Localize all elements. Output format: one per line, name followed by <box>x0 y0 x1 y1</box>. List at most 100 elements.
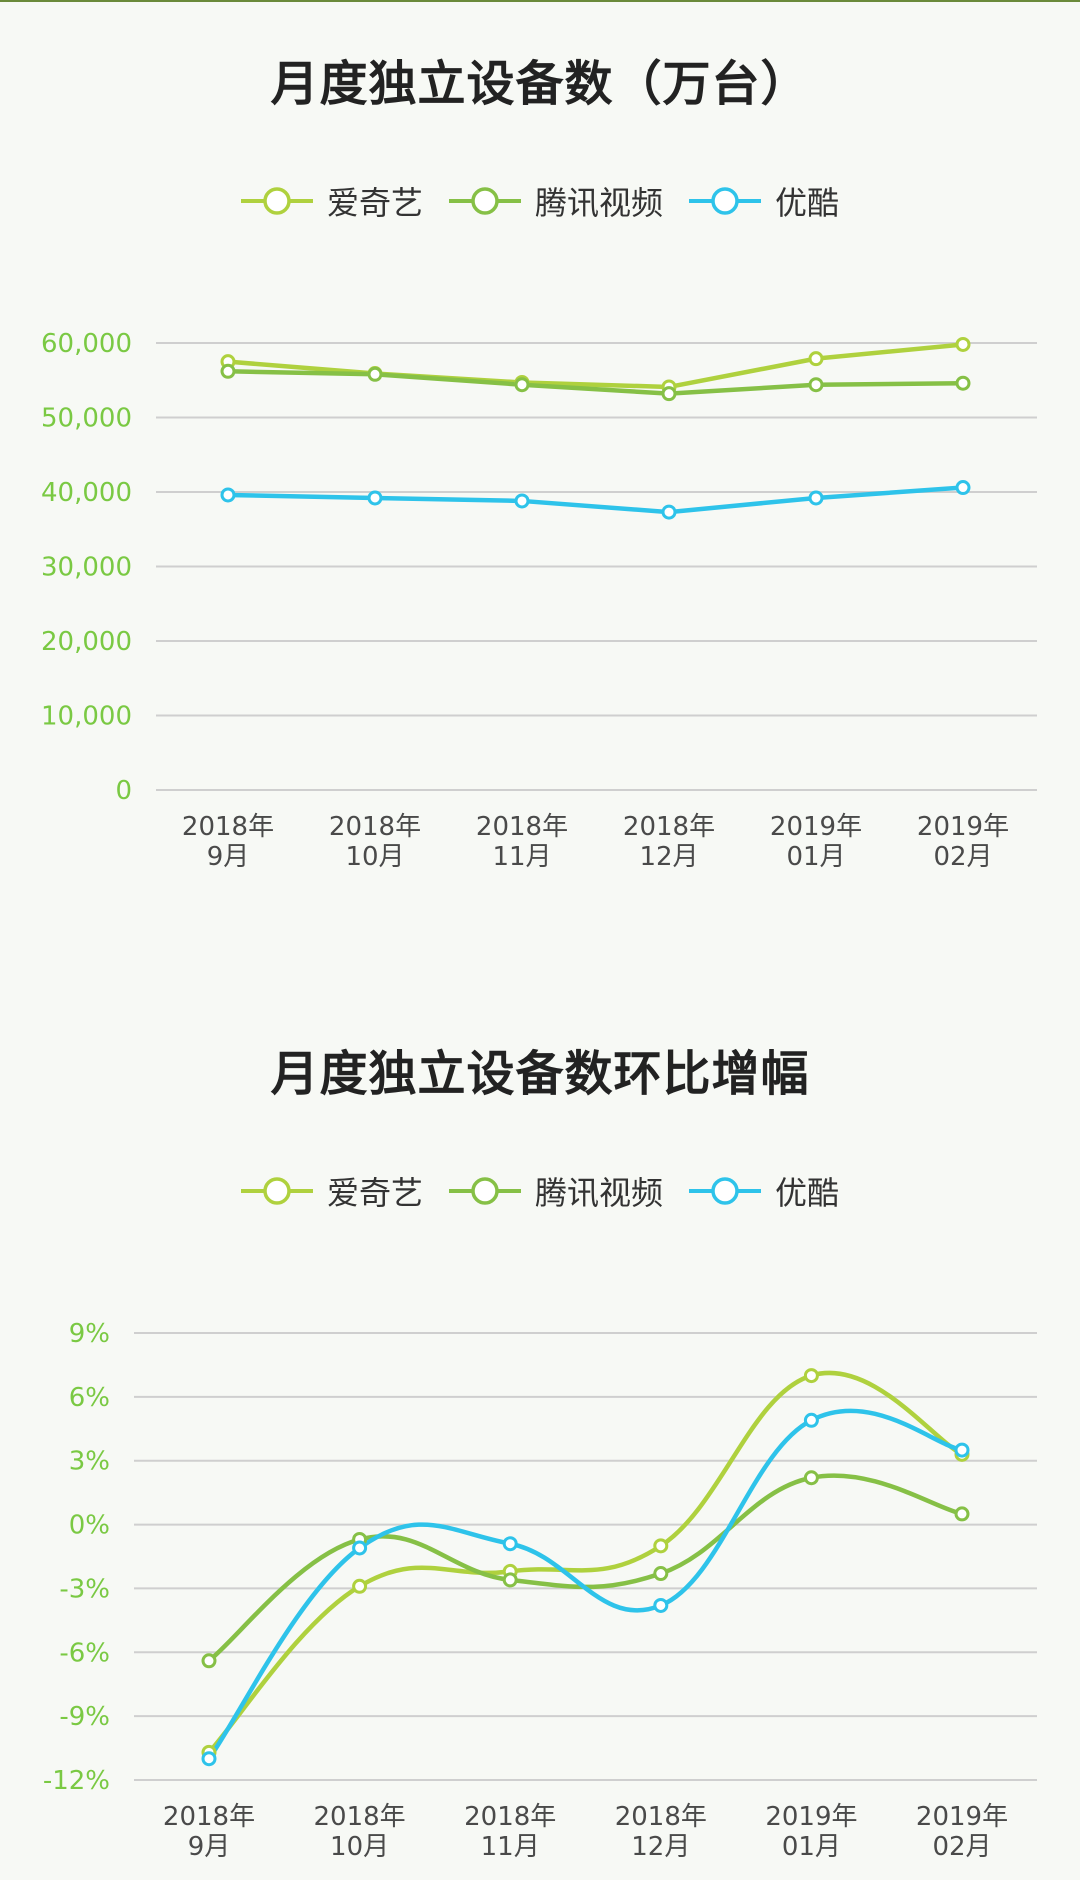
legend-marker <box>711 1177 739 1205</box>
y-tick-label: -3% <box>59 1574 110 1604</box>
x-tick-label: 01月 <box>786 842 845 872</box>
legend-item-youku[interactable]: 优酷 <box>689 1168 839 1214</box>
legend-label: 爱奇艺 <box>326 184 423 222</box>
x-tick-label: 01月 <box>782 1832 841 1862</box>
legend-label: 腾讯视频 <box>534 1174 663 1212</box>
data-point <box>808 351 824 367</box>
legend-label: 优酷 <box>775 184 840 222</box>
circle-line-icon <box>448 187 521 215</box>
data-point <box>653 1566 669 1582</box>
series-line <box>206 1370 965 1755</box>
y-tick-label: 3% <box>69 1447 110 1477</box>
x-tick-label: 2019年 <box>770 812 862 842</box>
y-tick-label: -12% <box>43 1766 110 1796</box>
y-tick-label: 20,000 <box>41 627 132 657</box>
data-point <box>514 493 530 509</box>
x-tick-label: 2019年 <box>916 1802 1008 1832</box>
y-tick-label: 0% <box>69 1511 110 1541</box>
legend-item-tencent[interactable]: 腾讯视频 <box>448 1168 663 1214</box>
chart-growth-rate: 月度独立设备数环比增幅 爱奇艺 腾讯视频 优酷 -12% -9% -6% -3% 0% 3… <box>0 990 1080 1880</box>
x-tick-label: 2019年 <box>917 812 1009 842</box>
data-point <box>653 1538 669 1554</box>
x-tick-label: 02月 <box>932 1832 991 1862</box>
x-tick-label: 2018年 <box>329 812 421 842</box>
legend-item-tencent[interactable]: 腾讯视频 <box>448 178 663 224</box>
legend-item-iqiyi[interactable]: 爱奇艺 <box>240 1168 423 1214</box>
data-point <box>352 1578 368 1594</box>
y-tick-label: 9% <box>69 1319 110 1349</box>
data-point <box>803 1368 819 1384</box>
x-tick-label: 2018年 <box>314 1802 406 1832</box>
data-point <box>955 336 971 352</box>
data-point <box>808 377 824 393</box>
data-point <box>201 1653 217 1669</box>
data-point <box>803 1470 819 1486</box>
y-tick-label: 6% <box>69 1383 110 1413</box>
data-point <box>954 1442 970 1458</box>
x-tick-label: 2018年 <box>623 812 715 842</box>
x-tick-label: 11月 <box>481 1832 540 1862</box>
chart-title: 月度独立设备数（万台） <box>270 56 810 112</box>
x-tick-label: 2018年 <box>182 812 274 842</box>
data-point <box>955 480 971 496</box>
legend-label: 腾讯视频 <box>534 184 663 222</box>
circle-line-icon <box>240 1177 313 1205</box>
chart-title: 月度独立设备数环比增幅 <box>270 1046 810 1102</box>
series-line <box>206 1473 965 1664</box>
series-line <box>225 369 966 396</box>
x-tick-label: 12月 <box>631 1832 690 1862</box>
line-chart-plot: 0 10,000 20,000 30,000 40,000 50,000 60,000 201… <box>41 329 1037 872</box>
legend-marker <box>471 1177 499 1205</box>
x-tick-label: 11月 <box>492 842 551 872</box>
circle-line-icon <box>689 1177 761 1205</box>
y-tick-label: 50,000 <box>41 404 132 434</box>
data-point <box>220 363 236 379</box>
series-line <box>225 342 966 390</box>
data-point <box>201 1751 217 1767</box>
y-tick-label: -6% <box>59 1638 110 1668</box>
x-tick-label: 2018年 <box>163 1802 255 1832</box>
x-tick-label: 2019年 <box>765 1802 857 1832</box>
circle-line-icon <box>689 187 761 215</box>
legend-marker <box>471 187 499 215</box>
x-tick-label: 02月 <box>933 842 992 872</box>
chart-legend: 爱奇艺 腾讯视频 优酷 <box>0 178 1080 224</box>
legend-marker <box>263 1177 291 1205</box>
legend-item-youku[interactable]: 优酷 <box>689 178 839 224</box>
x-tick-label: 10月 <box>345 842 404 872</box>
data-point <box>955 375 971 391</box>
legend-label: 爱奇艺 <box>326 1174 423 1212</box>
x-tick-label: 2018年 <box>464 1802 556 1832</box>
data-point <box>367 490 383 506</box>
data-point <box>367 366 383 382</box>
legend-item-iqiyi[interactable]: 爱奇艺 <box>240 178 423 224</box>
data-point <box>808 490 824 506</box>
data-point <box>661 504 677 520</box>
legend-label: 优酷 <box>775 1174 840 1212</box>
x-tick-label: 2018年 <box>476 812 568 842</box>
data-point <box>803 1412 819 1428</box>
data-point <box>502 1572 518 1588</box>
x-tick-label: 12月 <box>639 842 698 872</box>
y-tick-label: 10,000 <box>41 702 132 732</box>
chart-legend: 爱奇艺 腾讯视频 优酷 <box>0 1168 1080 1214</box>
data-point <box>661 386 677 402</box>
line-chart-plot: -12%-9%-6%-3%0%3%6%9%2018年9月2018年10月2018… <box>43 1319 1037 1862</box>
data-point <box>220 487 236 503</box>
data-point <box>502 1536 518 1552</box>
circle-line-icon <box>448 1177 521 1205</box>
y-tick-label: 30,000 <box>41 553 132 583</box>
y-tick-label: 40,000 <box>41 478 132 508</box>
x-tick-label: 9月 <box>207 842 250 872</box>
y-tick-label: -9% <box>59 1702 110 1732</box>
data-point <box>653 1597 669 1613</box>
circle-line-icon <box>240 187 313 215</box>
y-tick-label: 60,000 <box>41 329 132 359</box>
x-tick-label: 9月 <box>188 1832 231 1862</box>
legend-marker <box>263 187 291 215</box>
data-point <box>514 377 530 393</box>
data-point <box>954 1506 970 1522</box>
series-line <box>225 485 966 515</box>
y-tick-label: 0 <box>115 776 132 806</box>
top-border <box>0 0 1080 2</box>
